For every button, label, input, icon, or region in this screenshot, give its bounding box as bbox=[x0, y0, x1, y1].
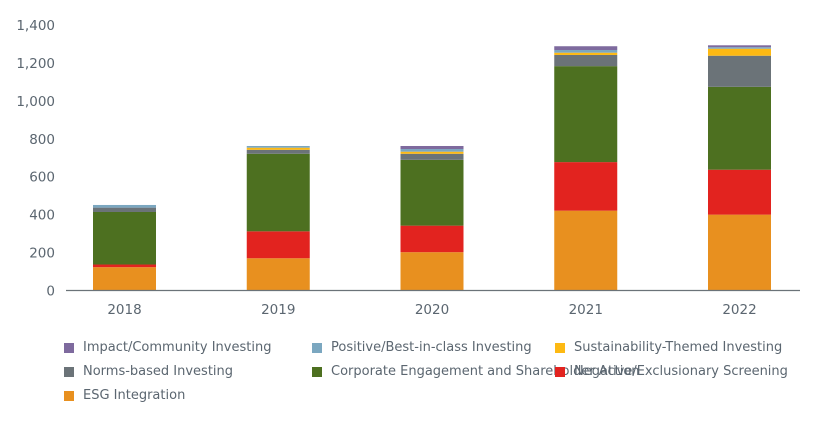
bar-segment bbox=[554, 66, 618, 163]
bar-segment bbox=[93, 267, 156, 291]
bar-segment bbox=[708, 214, 771, 291]
y-tick-label: 200 bbox=[29, 246, 55, 262]
bar-stack-2018 bbox=[93, 204, 156, 291]
bar-stack-2019 bbox=[246, 145, 310, 291]
x-axis: 2018 2019 2020 2021 2022 bbox=[107, 302, 756, 318]
y-axis: 0 200 400 600 800 1,000 1,200 1,400 bbox=[16, 18, 55, 300]
bars bbox=[93, 45, 771, 291]
bar-segment bbox=[400, 159, 464, 226]
bar-segment bbox=[708, 169, 771, 215]
bar-segment bbox=[554, 50, 618, 53]
bar-segment bbox=[93, 264, 156, 268]
x-tick-label: 2020 bbox=[415, 302, 449, 318]
bar-segment bbox=[708, 48, 771, 56]
bar-segment bbox=[554, 46, 618, 51]
bar-segment bbox=[708, 45, 771, 48]
bar-segment bbox=[93, 211, 156, 265]
y-tick-label: 1,400 bbox=[16, 18, 55, 34]
bar-segment bbox=[246, 145, 310, 148]
bar-segment bbox=[246, 231, 310, 259]
x-tick-label: 2021 bbox=[569, 302, 603, 318]
bar-segment bbox=[93, 207, 156, 212]
y-tick-label: 800 bbox=[29, 132, 55, 148]
bar-segment bbox=[708, 47, 771, 49]
y-tick-label: 600 bbox=[29, 170, 55, 186]
y-tick-label: 1,200 bbox=[16, 56, 55, 72]
bar-segment bbox=[554, 54, 618, 67]
bar-stack-2021 bbox=[554, 46, 618, 291]
y-tick-label: 400 bbox=[29, 208, 55, 224]
bar-segment bbox=[93, 204, 156, 208]
x-tick-label: 2019 bbox=[261, 302, 295, 318]
bar-segment bbox=[246, 153, 310, 232]
bar-segment bbox=[554, 162, 618, 211]
bar-segment bbox=[554, 210, 618, 291]
x-tick-label: 2022 bbox=[722, 302, 756, 318]
bar-stack-2022 bbox=[708, 45, 771, 291]
bar-segment bbox=[554, 52, 618, 55]
bar-segment bbox=[400, 145, 464, 150]
bar-segment bbox=[400, 149, 464, 152]
bar-segment bbox=[400, 153, 464, 160]
bar-segment bbox=[708, 55, 771, 87]
y-tick-label: 1,000 bbox=[16, 94, 55, 110]
bar-segment bbox=[400, 252, 464, 291]
bar-segment bbox=[400, 225, 464, 253]
bar-segment bbox=[708, 86, 771, 170]
bar-stack-2020 bbox=[400, 145, 464, 291]
bar-segment bbox=[246, 258, 310, 291]
bar-segment bbox=[246, 147, 310, 150]
bar-segment bbox=[246, 149, 310, 154]
x-tick-label: 2018 bbox=[107, 302, 141, 318]
y-tick-label: 0 bbox=[46, 284, 55, 300]
bar-segment bbox=[400, 151, 464, 154]
